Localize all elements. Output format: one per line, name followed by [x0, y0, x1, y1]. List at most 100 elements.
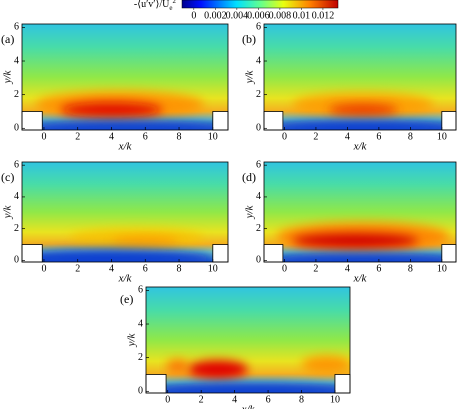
field-feature	[268, 253, 456, 262]
y-tick-label: 0	[14, 255, 19, 266]
x-tick-label: 6	[266, 394, 271, 405]
x-tick-label: 4	[109, 263, 114, 274]
y-tick-label: 4	[14, 191, 19, 202]
x-tick-label: 10	[437, 131, 447, 142]
x-tick-label: 0	[282, 131, 287, 142]
field-base	[146, 287, 350, 393]
field-feature	[328, 103, 398, 116]
colorbar-tick-label: 0.012	[312, 10, 335, 21]
field-feature	[187, 360, 248, 379]
x-tick-label: 6	[376, 131, 381, 142]
colorbar-tick-label: 0.01	[293, 10, 311, 21]
x-tick-label: 2	[313, 131, 318, 142]
field-feature	[301, 355, 350, 373]
field-feature	[166, 359, 190, 373]
colorbar	[181, 0, 339, 9]
field-feature	[268, 119, 456, 130]
roughness-block	[212, 244, 229, 263]
x-tick-label: 0	[41, 131, 46, 142]
y-tick-label: 6	[138, 285, 143, 296]
roughness-block	[263, 244, 284, 263]
colorbar-label: -⟨u′v′⟩/Ue2	[134, 0, 177, 12]
y-axis-label: y/k	[2, 69, 14, 84]
x-tick-label: 0	[165, 394, 170, 405]
y-tick-label: 4	[256, 191, 261, 202]
colorbar-tick-label: 0.008	[269, 10, 292, 21]
axes-frame	[263, 161, 457, 263]
x-tick-label: 6	[143, 131, 148, 142]
y-tick-label: 6	[14, 159, 19, 170]
x-tick-label: 8	[177, 263, 182, 274]
panel-label: (a)	[1, 32, 14, 46]
x-tick-label: 4	[109, 131, 114, 142]
x-tick-label: 2	[199, 394, 204, 405]
x-axis-label: x/k	[241, 404, 256, 409]
axes-frame	[21, 161, 229, 263]
roughness-block	[263, 111, 284, 131]
y-tick-label: 0	[256, 123, 261, 134]
axes-frame	[263, 23, 457, 131]
y-tick-label: 0	[14, 123, 19, 134]
y-axis-label: y/k	[244, 204, 256, 219]
field	[22, 24, 228, 130]
x-tick-label: 10	[330, 394, 340, 405]
x-axis-label: x/k	[118, 141, 133, 153]
roughness-block	[145, 374, 167, 394]
field-feature	[60, 102, 163, 118]
y-tick-label: 0	[138, 386, 143, 397]
y-axis-label: y/k	[2, 204, 14, 219]
y-tick-label: 2	[256, 89, 261, 100]
x-tick-label: 8	[408, 131, 413, 142]
x-tick-label: 0	[282, 263, 287, 274]
panel-label: (b)	[242, 32, 256, 46]
x-axis-label: x/k	[353, 141, 368, 153]
axes-frame	[21, 23, 229, 131]
y-axis-label: y/k	[126, 332, 138, 347]
y-tick-label: 4	[256, 55, 261, 66]
field	[264, 24, 456, 130]
field-feature	[111, 236, 180, 247]
x-tick-label: 10	[437, 263, 447, 274]
roughness-block	[441, 244, 457, 263]
x-tick-label: 2	[75, 131, 80, 142]
y-tick-label: 2	[256, 223, 261, 234]
y-tick-label: 4	[14, 55, 19, 66]
x-tick-label: 10	[208, 263, 218, 274]
y-tick-label: 6	[256, 22, 261, 33]
y-tick-label: 6	[256, 159, 261, 170]
x-tick-label: 6	[143, 263, 148, 274]
panel-label: (c)	[1, 170, 14, 184]
roughness-block	[21, 111, 43, 131]
y-tick-label: 2	[14, 223, 19, 234]
field-feature	[22, 249, 213, 262]
x-tick-label: 6	[376, 263, 381, 274]
y-tick-label: 0	[256, 255, 261, 266]
roughness-block	[334, 374, 351, 394]
y-tick-label: 2	[138, 352, 143, 363]
field-feature	[27, 120, 228, 130]
x-tick-label: 8	[177, 131, 182, 142]
x-tick-label: 0	[41, 263, 46, 274]
x-axis-label: x/k	[118, 273, 133, 285]
x-axis-label: x/k	[353, 273, 368, 285]
panel-label: (e)	[120, 292, 133, 306]
y-tick-label: 6	[14, 22, 19, 33]
x-tick-label: 4	[232, 394, 237, 405]
y-tick-label: 2	[14, 89, 19, 100]
x-tick-label: 4	[345, 131, 350, 142]
panel-label: (d)	[242, 170, 256, 184]
colorbar-tick-label: 0.002	[204, 10, 227, 21]
x-tick-label: 2	[313, 263, 318, 274]
field-feature	[292, 233, 419, 248]
colorbar-tick-label: 0.004	[226, 10, 249, 21]
colorbar-tick-label: 0	[191, 10, 196, 21]
x-tick-label: 8	[299, 394, 304, 405]
roughness-block	[21, 244, 43, 263]
colorbar-tick-label: 0.006	[247, 10, 270, 21]
y-tick-label: 4	[138, 318, 143, 329]
field	[264, 162, 456, 262]
field	[22, 162, 228, 262]
roughness-block	[212, 111, 229, 131]
x-tick-label: 10	[208, 131, 218, 142]
